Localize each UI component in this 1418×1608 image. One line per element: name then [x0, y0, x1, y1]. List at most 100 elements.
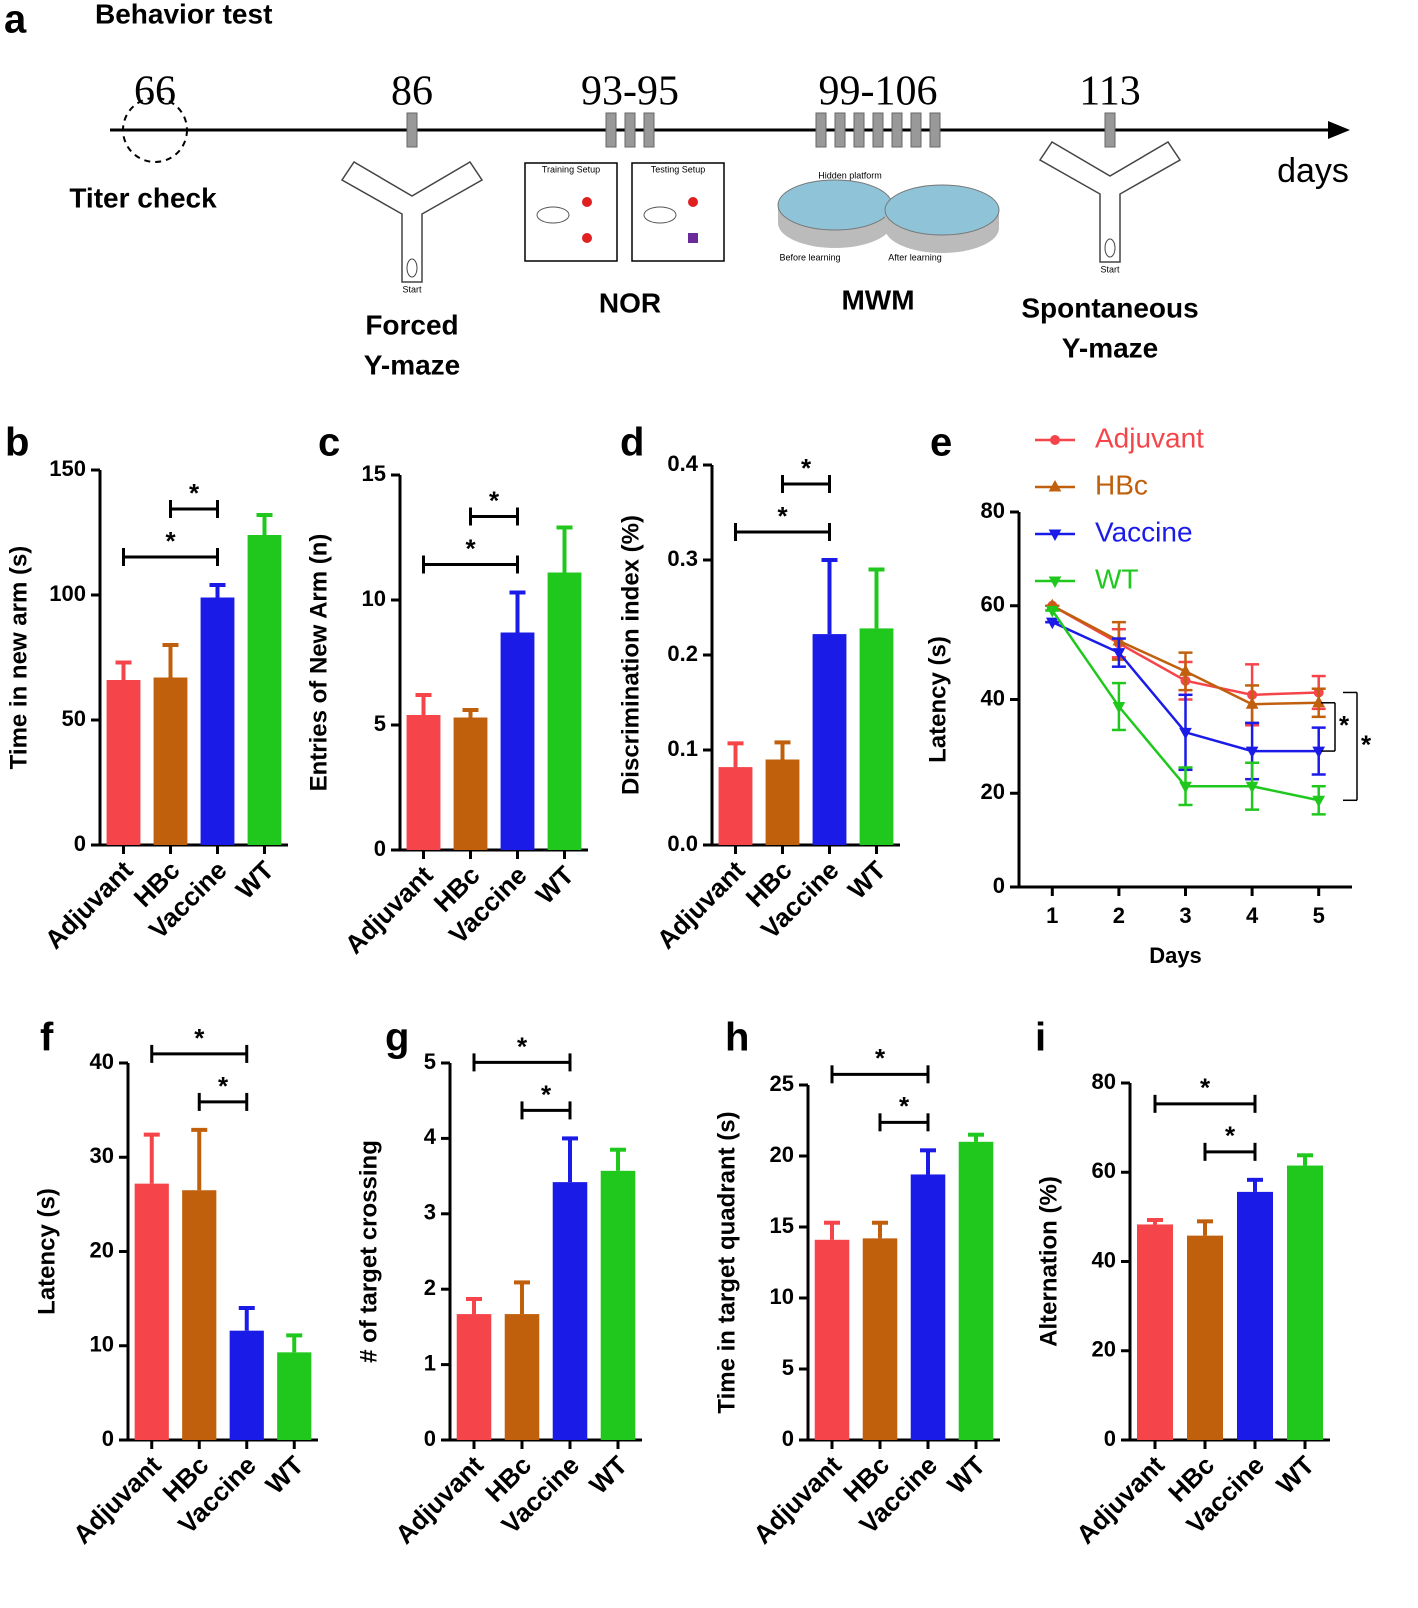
point — [1312, 695, 1326, 708]
panel-label: a — [4, 0, 27, 42]
day-marker — [605, 112, 617, 148]
y-tick-label: 0 — [424, 1426, 436, 1451]
significance-label: * — [465, 533, 476, 563]
day-label: 86 — [391, 69, 433, 115]
arrow-head — [1328, 121, 1350, 139]
y-tick-label: 3 — [424, 1200, 436, 1225]
mouse-icon — [406, 258, 418, 278]
y-tick-label: 0.3 — [667, 546, 698, 571]
y-tick-label: 5 — [424, 1049, 436, 1074]
y-tick-label: 20 — [981, 779, 1005, 804]
bar — [1187, 1235, 1223, 1440]
y-tick-label: 80 — [981, 498, 1005, 523]
point — [1048, 479, 1062, 492]
y-tick-label: 0.4 — [667, 451, 698, 476]
point — [1048, 529, 1062, 542]
test-label: MWM — [841, 284, 914, 315]
day-marker — [834, 112, 846, 148]
x-axis-label: Days — [1149, 943, 1202, 968]
x-tick-label: Adjuvant — [389, 1450, 489, 1550]
test-label: Y-maze — [364, 349, 461, 380]
x-tick-label: Adjuvant — [67, 1450, 167, 1550]
point — [1112, 648, 1126, 660]
x-tick-label: WT — [583, 1450, 633, 1500]
day-label: 113 — [1079, 69, 1140, 115]
x-tick-label: 5 — [1313, 903, 1325, 928]
day-marker — [891, 112, 903, 148]
mouse-icon — [536, 206, 570, 224]
point — [1245, 746, 1259, 759]
significance-label: * — [777, 501, 788, 531]
bar — [812, 634, 847, 845]
legend-label: Vaccine — [1095, 516, 1193, 547]
x-tick-label: WT — [842, 855, 892, 905]
pool — [884, 184, 1000, 236]
y-tick-label: 5 — [782, 1355, 794, 1380]
x-tick-label: WT — [260, 1450, 310, 1500]
y-tick-label: 0.0 — [667, 831, 698, 856]
bar — [1287, 1165, 1323, 1440]
significance-label: * — [517, 1031, 528, 1061]
bar — [1237, 1191, 1273, 1440]
object-icon — [582, 233, 592, 243]
object-icon — [582, 197, 592, 207]
day-label: 66 — [134, 69, 176, 115]
image-text: Start — [1100, 264, 1120, 274]
y-tick-label: 60 — [1092, 1158, 1116, 1183]
x-tick-label: WT — [1270, 1450, 1320, 1500]
significance-label: * — [189, 478, 200, 508]
y-tick-label: 0 — [1104, 1426, 1116, 1451]
significance-label: * — [1339, 710, 1350, 740]
image-text: Hidden platform — [818, 170, 882, 180]
pool — [777, 179, 893, 231]
y-axis-label: Alternation (%) — [1035, 1176, 1062, 1347]
test-label: Titer check — [69, 182, 217, 213]
bar — [200, 597, 235, 845]
pool-wall — [885, 210, 999, 253]
bar — [456, 1314, 492, 1440]
y-axis-label: Entries of New Arm (n) — [305, 534, 332, 792]
mouse-icon — [643, 206, 677, 224]
point — [1312, 746, 1326, 759]
bar — [859, 628, 894, 845]
mouse-icon — [1104, 238, 1116, 258]
bar — [552, 1182, 588, 1440]
bar — [182, 1190, 217, 1440]
y-tick-label: 20 — [1092, 1337, 1116, 1362]
image-text: Start — [402, 284, 422, 294]
significance-label: * — [1200, 1073, 1211, 1103]
point — [1179, 781, 1192, 794]
x-tick-label: Adjuvant — [39, 855, 139, 955]
image-text: Testing Setup — [651, 164, 706, 174]
y-tick-label: 0.1 — [667, 736, 698, 761]
y-axis-label: Latency (s) — [33, 1188, 60, 1315]
y-tick-label: 60 — [981, 592, 1005, 617]
y-tick-label: 5 — [374, 711, 386, 736]
point — [1312, 795, 1326, 808]
significance-label: * — [1225, 1121, 1236, 1151]
x-tick-label: Adjuvant — [1070, 1450, 1170, 1550]
significance-label: * — [875, 1043, 886, 1073]
y-tick-label: 2 — [424, 1275, 436, 1300]
panel-label: e — [930, 421, 952, 465]
y-axis-label: Latency (s) — [924, 636, 951, 763]
y-tick-label: 20 — [90, 1237, 114, 1262]
y-tick-label: 15 — [362, 461, 386, 486]
legend-label: Adjuvant — [1095, 422, 1204, 453]
x-tick-label: 1 — [1046, 903, 1058, 928]
point — [1050, 435, 1060, 445]
y-axis-label: Discrimination index (%) — [617, 515, 644, 795]
image-text: Before learning — [779, 252, 840, 262]
x-tick-label: WT — [230, 855, 280, 905]
timeline-title: Behavior test — [95, 0, 272, 29]
x-tick-label: 3 — [1179, 903, 1191, 928]
point — [1245, 697, 1259, 709]
point — [1179, 727, 1192, 740]
point — [1045, 605, 1059, 618]
significance-label: * — [801, 453, 812, 483]
legend-label: WT — [1095, 563, 1139, 594]
day-label: 99-106 — [819, 69, 938, 115]
point — [1112, 702, 1126, 714]
point — [1245, 781, 1259, 794]
